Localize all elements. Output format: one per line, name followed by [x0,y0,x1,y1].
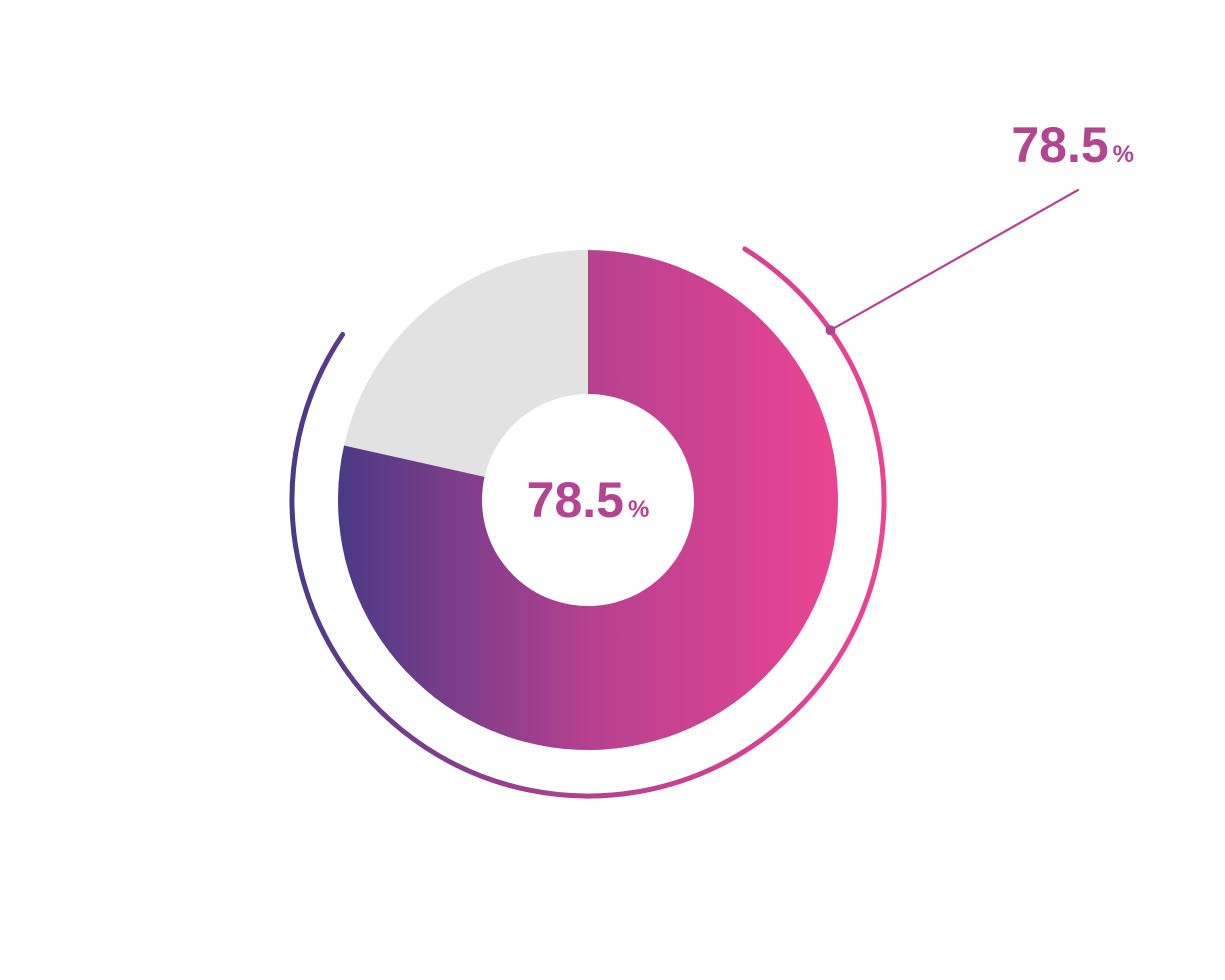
center-percent-value: 78.5 [527,472,624,528]
donut-remainder-slice [344,250,588,477]
callout-percent-label: 78.5% [1011,120,1134,170]
callout-leader-line [830,190,1078,330]
callout-anchor-dot [825,325,835,335]
chart-stage: 78.5% 78.5% [0,0,1225,980]
callout-percent-suffix: % [1113,141,1134,168]
center-percent-suffix: % [628,496,649,523]
center-percent-label: 78.5% [527,475,650,525]
callout-percent-value: 78.5 [1011,117,1108,173]
